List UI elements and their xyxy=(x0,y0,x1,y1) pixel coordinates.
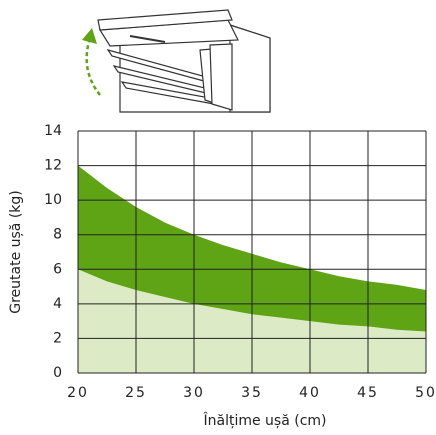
y-tick-label: 6 xyxy=(53,261,62,277)
x-tick-label: 35 xyxy=(241,385,263,401)
x-axis-label: Înălțime ușă (cm) xyxy=(202,411,326,429)
y-tick-label: 10 xyxy=(44,192,62,208)
y-tick-label: 12 xyxy=(44,158,62,174)
y-tick-label: 8 xyxy=(53,227,62,243)
y-axis-label: Greutate ușă (kg) xyxy=(8,190,24,314)
y-tick-label: 14 xyxy=(44,123,62,139)
x-tick-label: 30 xyxy=(183,385,205,401)
y-tick-label: 0 xyxy=(53,365,62,381)
x-tick-label: 20 xyxy=(67,385,89,401)
x-tick-label: 50 xyxy=(415,385,436,401)
x-tick-label: 40 xyxy=(299,385,321,401)
cabinet-illustration xyxy=(82,10,270,112)
x-tick-label: 45 xyxy=(357,385,379,401)
y-tick-label: 2 xyxy=(53,330,62,346)
chart: Înălțime ușă (cm) Greutate ușă (kg) 0 2 4 6… xyxy=(0,0,436,435)
y-tick-label: 4 xyxy=(53,296,62,312)
x-tick-label: 25 xyxy=(125,385,147,401)
